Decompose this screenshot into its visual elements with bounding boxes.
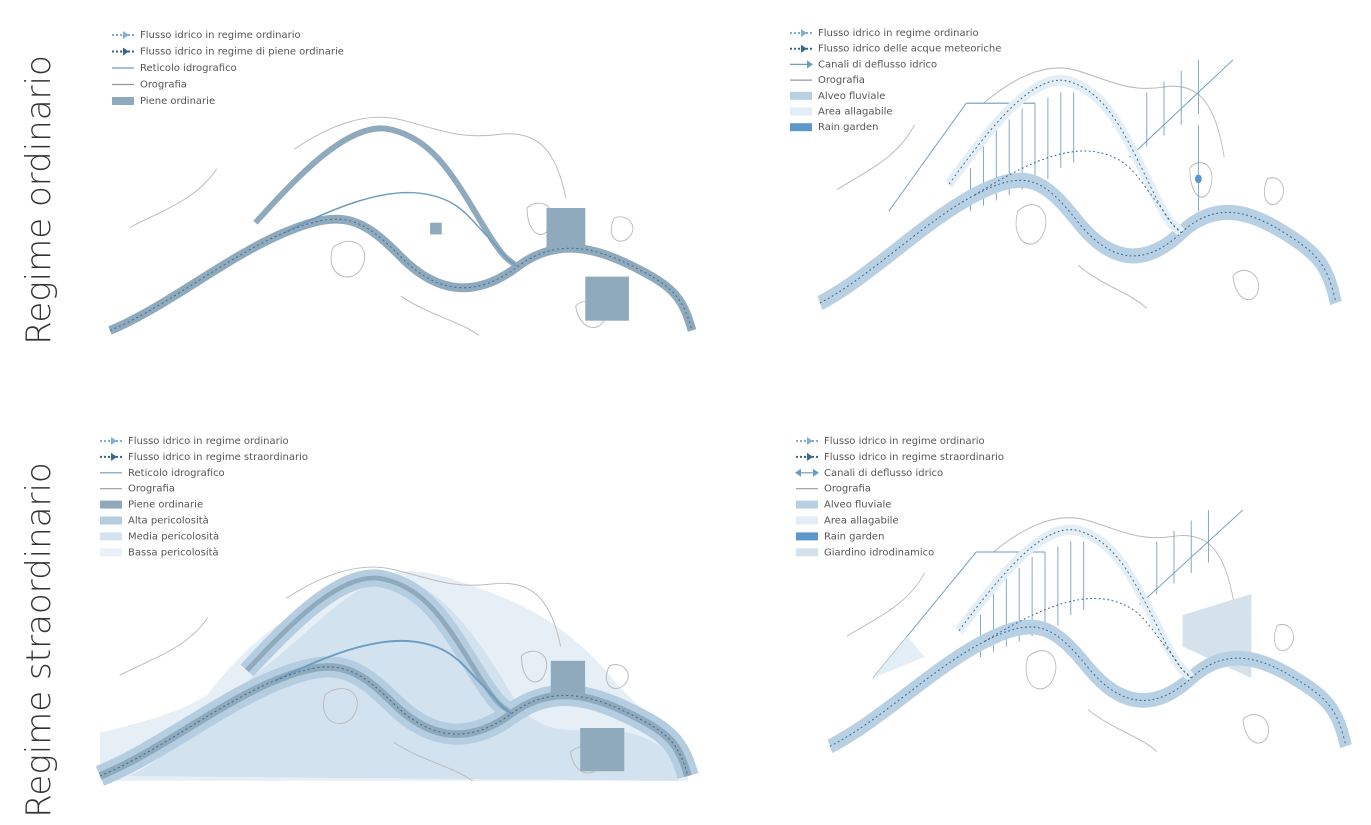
legend-label: Giardino idrodinamico [824,547,934,558]
legend-label: Orografia [128,484,175,495]
legend-symbol [790,91,812,100]
legend-label: Flusso idrico in regime ordinario [818,28,979,39]
flood-area [585,276,629,321]
legend-label: Orografia [824,484,871,495]
legend-symbol [100,516,122,525]
legend-label: Flusso idrico in regime ordinario [824,436,985,447]
legend-symbol [100,532,122,541]
legend-label: Flusso idrico in regime di piene ordinar… [140,47,344,58]
legend-symbol [801,44,807,53]
legend-symbol [807,452,813,461]
flood-area [580,728,625,772]
legend-label: Flusso idrico in regime straordinario [128,452,308,463]
legend-label: Area allagabile [818,107,893,118]
legend-label: Reticolo idrografico [140,63,237,74]
legend-label: Alveo fluviale [818,91,885,102]
channels [888,59,1234,212]
medium-hazard [129,579,679,781]
row-label: Regime straordinario [19,462,59,817]
map [820,59,1336,308]
rain-garden [1194,174,1202,184]
legend-label: Orografia [140,80,187,91]
legend-symbol [796,516,818,525]
legend-symbol [795,468,801,477]
legend-label: Orografia [818,75,865,86]
legend-symbol [100,548,122,557]
legend-label: Rain garden [818,122,878,133]
legend-label: Canali di deflusso idrico [824,468,943,479]
legend-label: Reticolo idrografico [128,468,225,479]
legend-symbol [790,123,812,132]
flood-area [546,208,586,250]
legend-symbol [796,500,818,509]
legend-symbol [123,47,129,56]
map [110,116,692,336]
row-label: Regime ordinario [19,55,59,345]
legend-label: Bassa pericolosità [128,546,219,558]
flood-area [873,636,925,678]
legend-label: Flusso idrico delle acque meteoriche [818,44,1001,55]
legend-label: Flusso idrico in regime straordinario [824,452,1004,463]
legend-symbol [796,532,818,541]
map [830,509,1346,752]
legend-symbol [112,97,134,105]
legend-label: Area allagabile [824,516,899,527]
map [100,566,688,781]
legend-label: Alta pericolosità [128,515,209,527]
legend-symbol [123,31,129,39]
legend-symbol [111,452,117,461]
legend-symbol [813,468,819,477]
legend-symbol [790,107,812,116]
legend-symbol [801,29,807,37]
legend-label: Flusso idrico in regime ordinario [140,30,301,41]
legend-symbol [100,500,122,509]
legend-symbol [796,548,818,557]
legend-label: Rain garden [824,531,884,542]
legend-label: Alveo fluviale [824,500,891,511]
legend-label: Media pericolosità [128,530,219,542]
flood-area [430,222,442,235]
legend-symbol [111,437,117,445]
legend-symbol [807,60,813,69]
legend-label: Piene ordinarie [140,96,215,107]
legend-label: Flusso idrico in regime ordinario [128,436,289,447]
legend-label: Piene ordinarie [128,500,203,511]
legend-symbol [807,437,813,445]
legend-label: Canali di deflusso idrico [818,59,937,70]
